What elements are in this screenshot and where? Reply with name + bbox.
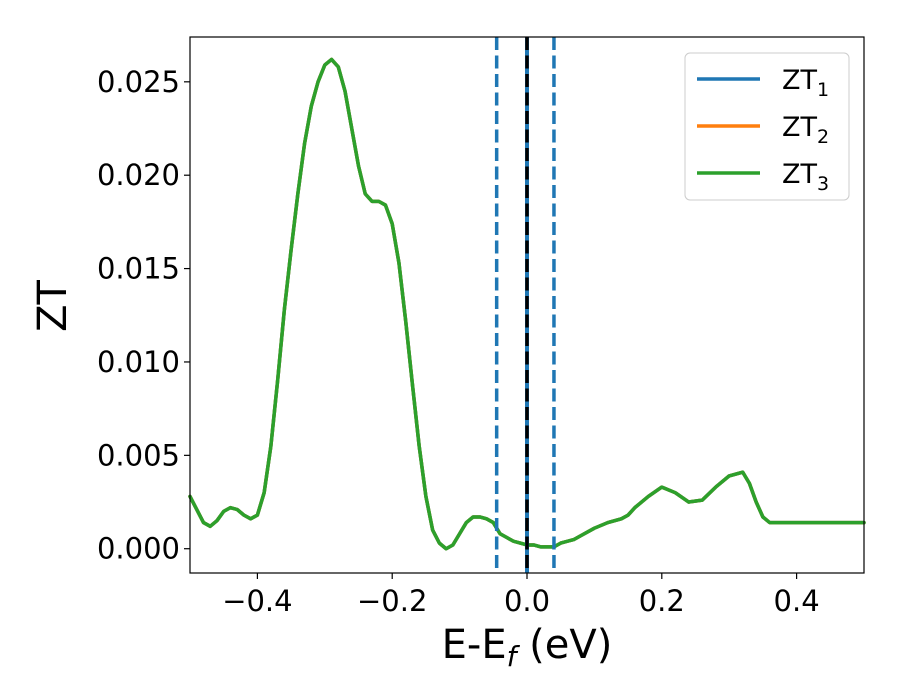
y-tick-label: 0.020 bbox=[97, 158, 180, 192]
y-tick-label: 0.025 bbox=[97, 65, 180, 99]
y-tick-label: 0.015 bbox=[97, 252, 180, 286]
x-tick-label: −0.4 bbox=[222, 584, 292, 618]
legend-label-zt3: ZT3 bbox=[782, 159, 829, 195]
legend-label-zt2: ZT2 bbox=[782, 112, 829, 148]
x-axis-title: E-Ef (eV) bbox=[442, 622, 613, 673]
legend-entries: ZT1 ZT2 ZT3 bbox=[697, 65, 829, 195]
y-axis: 0.000 0.005 0.010 0.015 0.020 0.025 bbox=[97, 65, 190, 566]
legend-box bbox=[684, 52, 850, 201]
x-axis-title-main: E-E bbox=[442, 622, 507, 668]
y-tick-label: 0.000 bbox=[97, 532, 180, 566]
x-tick-label: −0.2 bbox=[357, 584, 427, 618]
x-tick-label: 0.0 bbox=[504, 584, 550, 618]
x-tick-label: 0.4 bbox=[774, 584, 820, 618]
y-tick-label: 0.010 bbox=[97, 345, 180, 379]
x-axis-title-unit: (eV) bbox=[516, 622, 612, 668]
legend: ZT1 ZT2 ZT3 bbox=[684, 52, 850, 201]
x-tick-label: 0.2 bbox=[639, 584, 685, 618]
y-tick-label: 0.005 bbox=[97, 438, 180, 472]
y-axis-title: ZT bbox=[30, 280, 76, 332]
x-axis: −0.4 −0.2 0.0 0.2 0.4 bbox=[222, 573, 820, 618]
vline-layer bbox=[494, 37, 556, 573]
legend-label-zt1: ZT1 bbox=[782, 65, 829, 101]
